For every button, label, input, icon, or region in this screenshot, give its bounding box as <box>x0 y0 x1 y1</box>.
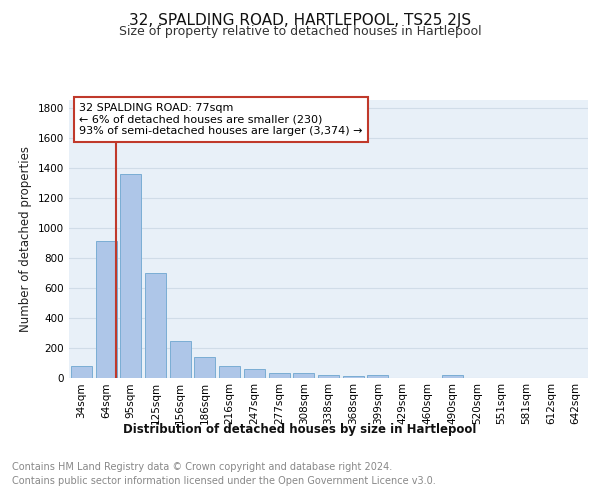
Bar <box>293 374 314 378</box>
Bar <box>145 272 166 378</box>
Bar <box>343 376 364 378</box>
Text: Size of property relative to detached houses in Hartlepool: Size of property relative to detached ho… <box>119 25 481 38</box>
Bar <box>244 369 265 378</box>
Text: 32, SPALDING ROAD, HARTLEPOOL, TS25 2JS: 32, SPALDING ROAD, HARTLEPOOL, TS25 2JS <box>129 12 471 28</box>
Bar <box>95 241 116 378</box>
Bar <box>120 174 141 378</box>
Bar <box>367 375 388 378</box>
Bar <box>442 375 463 378</box>
Bar <box>71 366 92 378</box>
Bar <box>194 357 215 378</box>
Bar <box>170 341 191 378</box>
Text: 32 SPALDING ROAD: 77sqm
← 6% of detached houses are smaller (230)
93% of semi-de: 32 SPALDING ROAD: 77sqm ← 6% of detached… <box>79 103 363 136</box>
Bar <box>269 372 290 378</box>
Bar <box>219 366 240 378</box>
Bar <box>318 375 339 378</box>
Text: Contains HM Land Registry data © Crown copyright and database right 2024.
Contai: Contains HM Land Registry data © Crown c… <box>12 462 436 486</box>
Y-axis label: Number of detached properties: Number of detached properties <box>19 146 32 332</box>
Text: Distribution of detached houses by size in Hartlepool: Distribution of detached houses by size … <box>124 422 476 436</box>
